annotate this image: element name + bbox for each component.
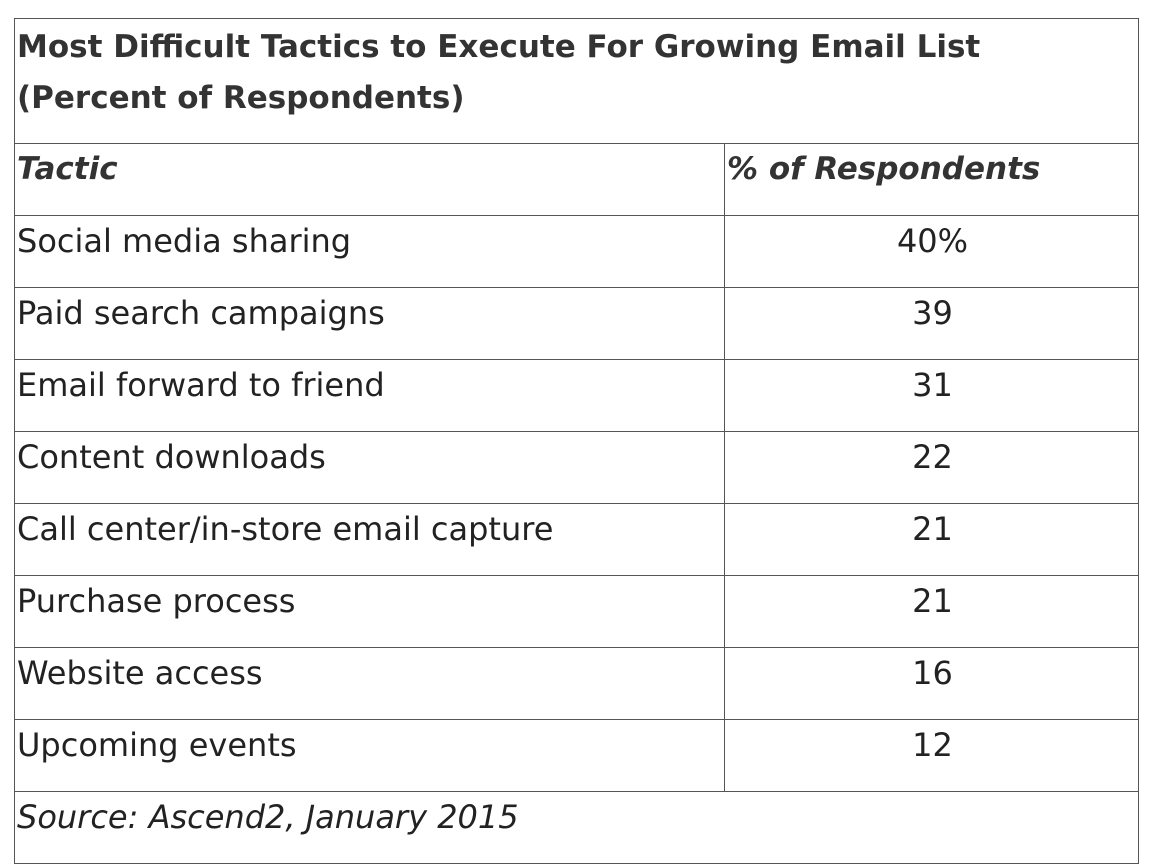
value-cell: 21 — [723, 503, 1140, 576]
value-cell: 21 — [723, 575, 1140, 648]
tactic-cell: Call center/in-store email capture — [14, 503, 725, 576]
tactic-cell: Content downloads — [14, 431, 725, 504]
table-row: Upcoming events 12 — [14, 719, 1140, 792]
tactic-cell: Email forward to friend — [14, 359, 725, 432]
table-body: Most Difficult Tactics to Execute For Gr… — [13, 18, 1140, 864]
header-row: Tactic % of Respondents — [14, 143, 1140, 216]
table-row: Content downloads 22 — [14, 431, 1140, 504]
value-cell: 40% — [723, 215, 1140, 288]
value-cell: 16 — [723, 647, 1140, 720]
source-note: Source: Ascend2, January 2015 — [13, 791, 1140, 864]
table-row: Social media sharing 40% — [14, 215, 1140, 288]
value-cell: 31 — [723, 359, 1140, 432]
title-row: Most Difficult Tactics to Execute For Gr… — [13, 18, 1140, 144]
table-row: Email forward to friend 31 — [14, 359, 1140, 432]
source-row: Source: Ascend2, January 2015 — [13, 791, 1140, 864]
value-cell: 39 — [723, 287, 1140, 360]
column-header-tactic: Tactic — [14, 143, 725, 216]
value-cell: 12 — [723, 719, 1140, 792]
column-header-percent: % of Respondents — [723, 143, 1140, 216]
table-row: Purchase process 21 — [14, 575, 1140, 648]
tactic-cell: Website access — [14, 647, 725, 720]
table-row: Website access 16 — [14, 647, 1140, 720]
tactic-cell: Paid search campaigns — [14, 287, 725, 360]
table-row: Call center/in-store email capture 21 — [14, 503, 1140, 576]
data-table: Most Difficult Tactics to Execute For Gr… — [13, 18, 1140, 864]
tactic-cell: Purchase process — [14, 575, 725, 648]
tactic-cell: Social media sharing — [14, 215, 725, 288]
table-title: Most Difficult Tactics to Execute For Gr… — [13, 18, 1140, 144]
value-cell: 22 — [723, 431, 1140, 504]
tactic-cell: Upcoming events — [14, 719, 725, 792]
table-row: Paid search campaigns 39 — [14, 287, 1140, 360]
